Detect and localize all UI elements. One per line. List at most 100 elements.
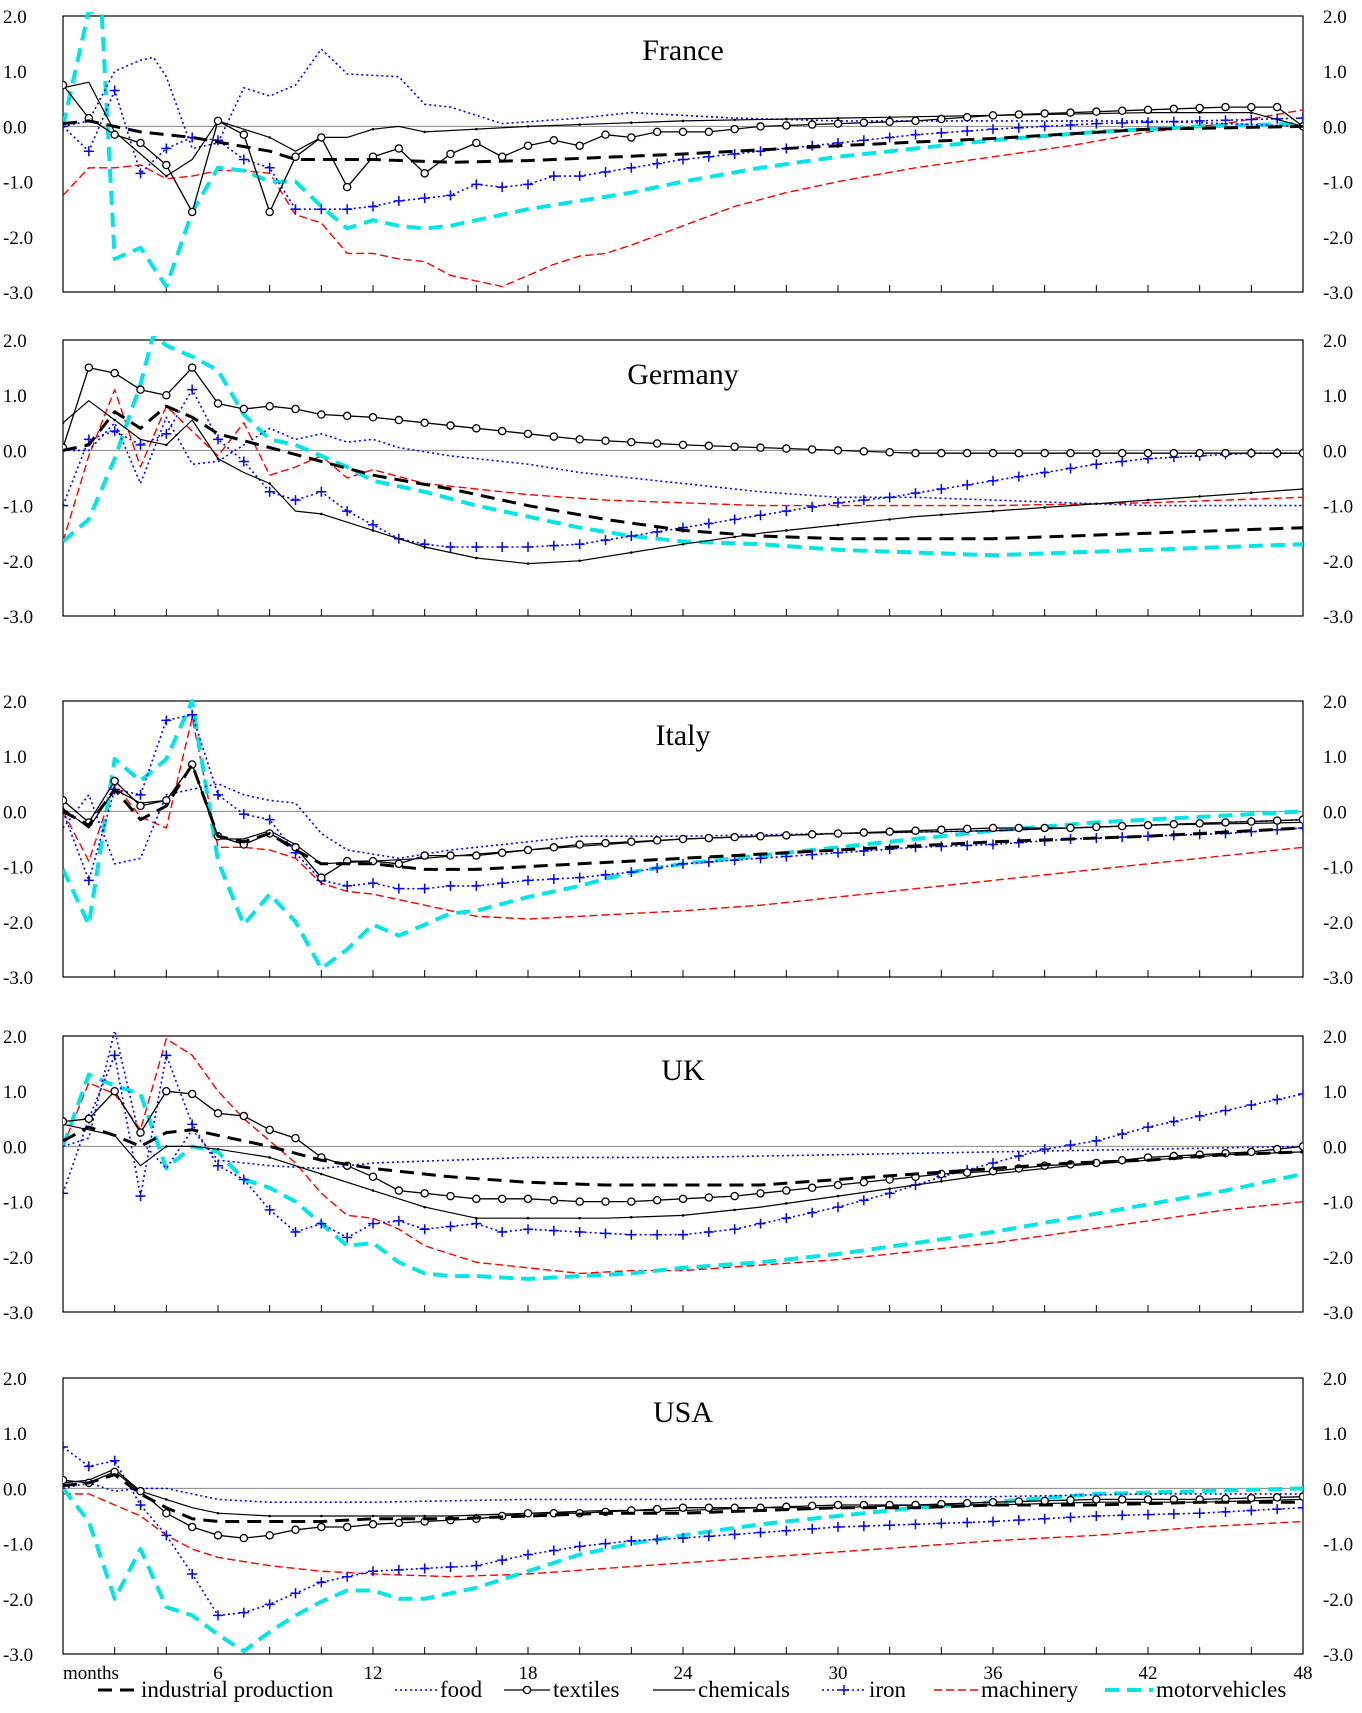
textiles-data-point xyxy=(833,446,843,455)
textiles-data-point xyxy=(368,1520,378,1529)
textiles-data-point xyxy=(549,135,559,145)
chemicals-data-point xyxy=(578,1216,581,1220)
chemicals-data-point xyxy=(371,529,375,532)
iron-data-point xyxy=(83,146,94,157)
iron-data-point xyxy=(833,497,843,508)
y-tick-label-left: 2.0 xyxy=(3,1369,27,1390)
iron-data-point xyxy=(1220,115,1231,126)
chemicals-data-point xyxy=(681,119,685,123)
food-series-line xyxy=(63,48,1303,150)
legend-label: iron xyxy=(869,1677,907,1702)
iron-data-point xyxy=(755,510,766,521)
textiles-data-point xyxy=(420,1189,429,1198)
iron-data-point xyxy=(135,439,146,450)
chemicals-data-point xyxy=(630,1215,633,1219)
textiles-data-point xyxy=(523,1194,533,1204)
y-tick-label-left: -2.0 xyxy=(3,228,33,249)
food-series-line xyxy=(63,783,1303,865)
iron-data-point xyxy=(1168,1116,1179,1127)
textiles-data-point xyxy=(911,448,920,458)
iron-data-point xyxy=(83,875,94,886)
y-tick-label-right: -3.0 xyxy=(1323,968,1353,989)
y-tick-label-left: 0.0 xyxy=(3,802,27,823)
iron-data-point xyxy=(1013,1151,1024,1162)
iron-data-point xyxy=(729,1529,740,1540)
y-tick-label-right: -1.0 xyxy=(1323,1535,1353,1556)
textiles-data-point xyxy=(446,1191,455,1201)
iron-data-point xyxy=(626,162,637,173)
iron-data-point xyxy=(109,85,120,96)
y-tick-label-left: 1.0 xyxy=(3,1082,27,1103)
food-series-line xyxy=(63,1032,1303,1170)
iron-data-point xyxy=(213,1610,223,1621)
y-tick-label-left: 0.0 xyxy=(3,441,27,462)
iron-data-point xyxy=(187,1568,198,1579)
textiles-data-point xyxy=(1298,1142,1303,1151)
textiles-data-point xyxy=(522,1685,532,1695)
textiles-data-point xyxy=(962,824,972,834)
ip-series-line xyxy=(63,1473,1303,1523)
textiles-data-point xyxy=(1272,448,1282,458)
textiles-data-point xyxy=(63,1475,68,1485)
iron-data-point xyxy=(678,1229,688,1240)
iron-data-point xyxy=(187,709,198,720)
y-tick-label-right: 0.0 xyxy=(1323,441,1347,462)
iron-data-point xyxy=(316,204,327,215)
y-tick-label-right: -2.0 xyxy=(1323,228,1353,249)
textiles-data-point xyxy=(859,1178,869,1187)
textiles-data-point xyxy=(575,1197,584,1206)
iron-data-point xyxy=(290,1588,301,1599)
textiles-data-point xyxy=(162,796,171,805)
textiles-data-point xyxy=(110,130,119,139)
chemicals-data-point xyxy=(1198,495,1201,498)
panel-uk: 2.0 2.0 1.0 1.0 0.0 0.0 -1.0 -1.0 -2.0 -2.0 -3.0 -3… xyxy=(3,1027,1353,1324)
chemicals-data-point xyxy=(681,542,685,546)
iron-data-point xyxy=(135,1499,146,1510)
chemicals-series-line xyxy=(63,1123,1303,1219)
iron-data-point xyxy=(626,1535,637,1546)
textiles-data-point xyxy=(187,207,197,217)
textiles-data-point xyxy=(1247,102,1256,112)
series-group xyxy=(63,1032,1303,1281)
iron-data-point xyxy=(574,1226,585,1237)
iron-data-point xyxy=(1246,1100,1257,1110)
iron-data-point xyxy=(1220,1105,1231,1116)
textiles-data-point xyxy=(1169,820,1179,829)
iron-data-point xyxy=(63,1188,68,1199)
textiles-data-point xyxy=(291,404,300,414)
series-group xyxy=(63,1442,1303,1654)
y-tick-label-right: 0.0 xyxy=(1323,1479,1347,1500)
textiles-data-point xyxy=(678,440,688,450)
y-tick-label-right: -3.0 xyxy=(1323,283,1353,304)
legend-item-iron: iron xyxy=(822,1677,907,1702)
series-group xyxy=(63,336,1303,565)
iron-data-point xyxy=(238,809,249,820)
textiles-data-point xyxy=(730,1191,739,1201)
textiles-data-point xyxy=(782,444,791,453)
iron-data-point xyxy=(729,514,740,525)
iron-data-point xyxy=(548,874,559,885)
ip-series-line xyxy=(63,763,1303,871)
chemicals-data-point xyxy=(888,518,891,521)
iron-data-point xyxy=(781,1525,792,1536)
iron-data-point xyxy=(1065,463,1076,474)
iron-data-point xyxy=(342,204,353,215)
iron-data-point xyxy=(1065,120,1076,131)
chemicals-data-point xyxy=(578,559,581,563)
x-tick-label: 30 xyxy=(829,1663,848,1684)
y-tick-label-right: -2.0 xyxy=(1323,1590,1353,1611)
textiles-data-point xyxy=(523,429,533,439)
iron-data-point xyxy=(936,1518,947,1529)
legend-label: chemicals xyxy=(698,1677,790,1702)
iron-data-point xyxy=(626,867,637,878)
food-series-line xyxy=(63,1482,1303,1503)
iron-data-point xyxy=(523,875,533,886)
iron-data-point xyxy=(729,1224,740,1235)
iron-data-point xyxy=(678,858,688,869)
iron-series-line xyxy=(63,1446,1303,1617)
y-tick-label-left: -1.0 xyxy=(3,1193,33,1214)
iron-data-point xyxy=(135,168,146,179)
y-tick-label-right: 2.0 xyxy=(1323,1027,1347,1048)
iron-data-point xyxy=(368,201,378,212)
textiles-data-point xyxy=(342,182,352,192)
